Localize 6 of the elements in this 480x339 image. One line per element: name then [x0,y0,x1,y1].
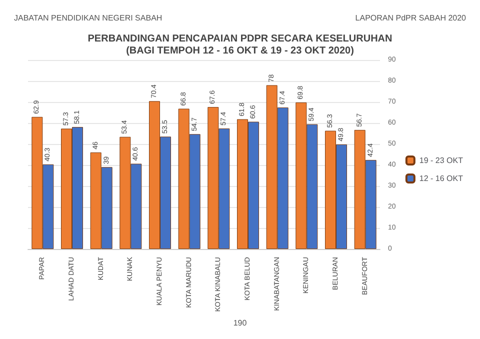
legend-label: 19 - 23 OKT [419,156,464,165]
legend-label: 12 - 16 OKT [419,174,464,183]
chart-title: PERBANDINGAN PENCAPAIAN PDPR SECARA KESELURUHAN (BAGI TEMPOH 12 - 16 OKT & 19 - 23 OKT 2020) [88,34,392,56]
text: LAPORAN PdPR SABAH 2020 [355,14,467,22]
text: JABATAN PENDIDIKAN NEGERI SABAH [14,14,162,22]
text: 190 [233,318,248,328]
